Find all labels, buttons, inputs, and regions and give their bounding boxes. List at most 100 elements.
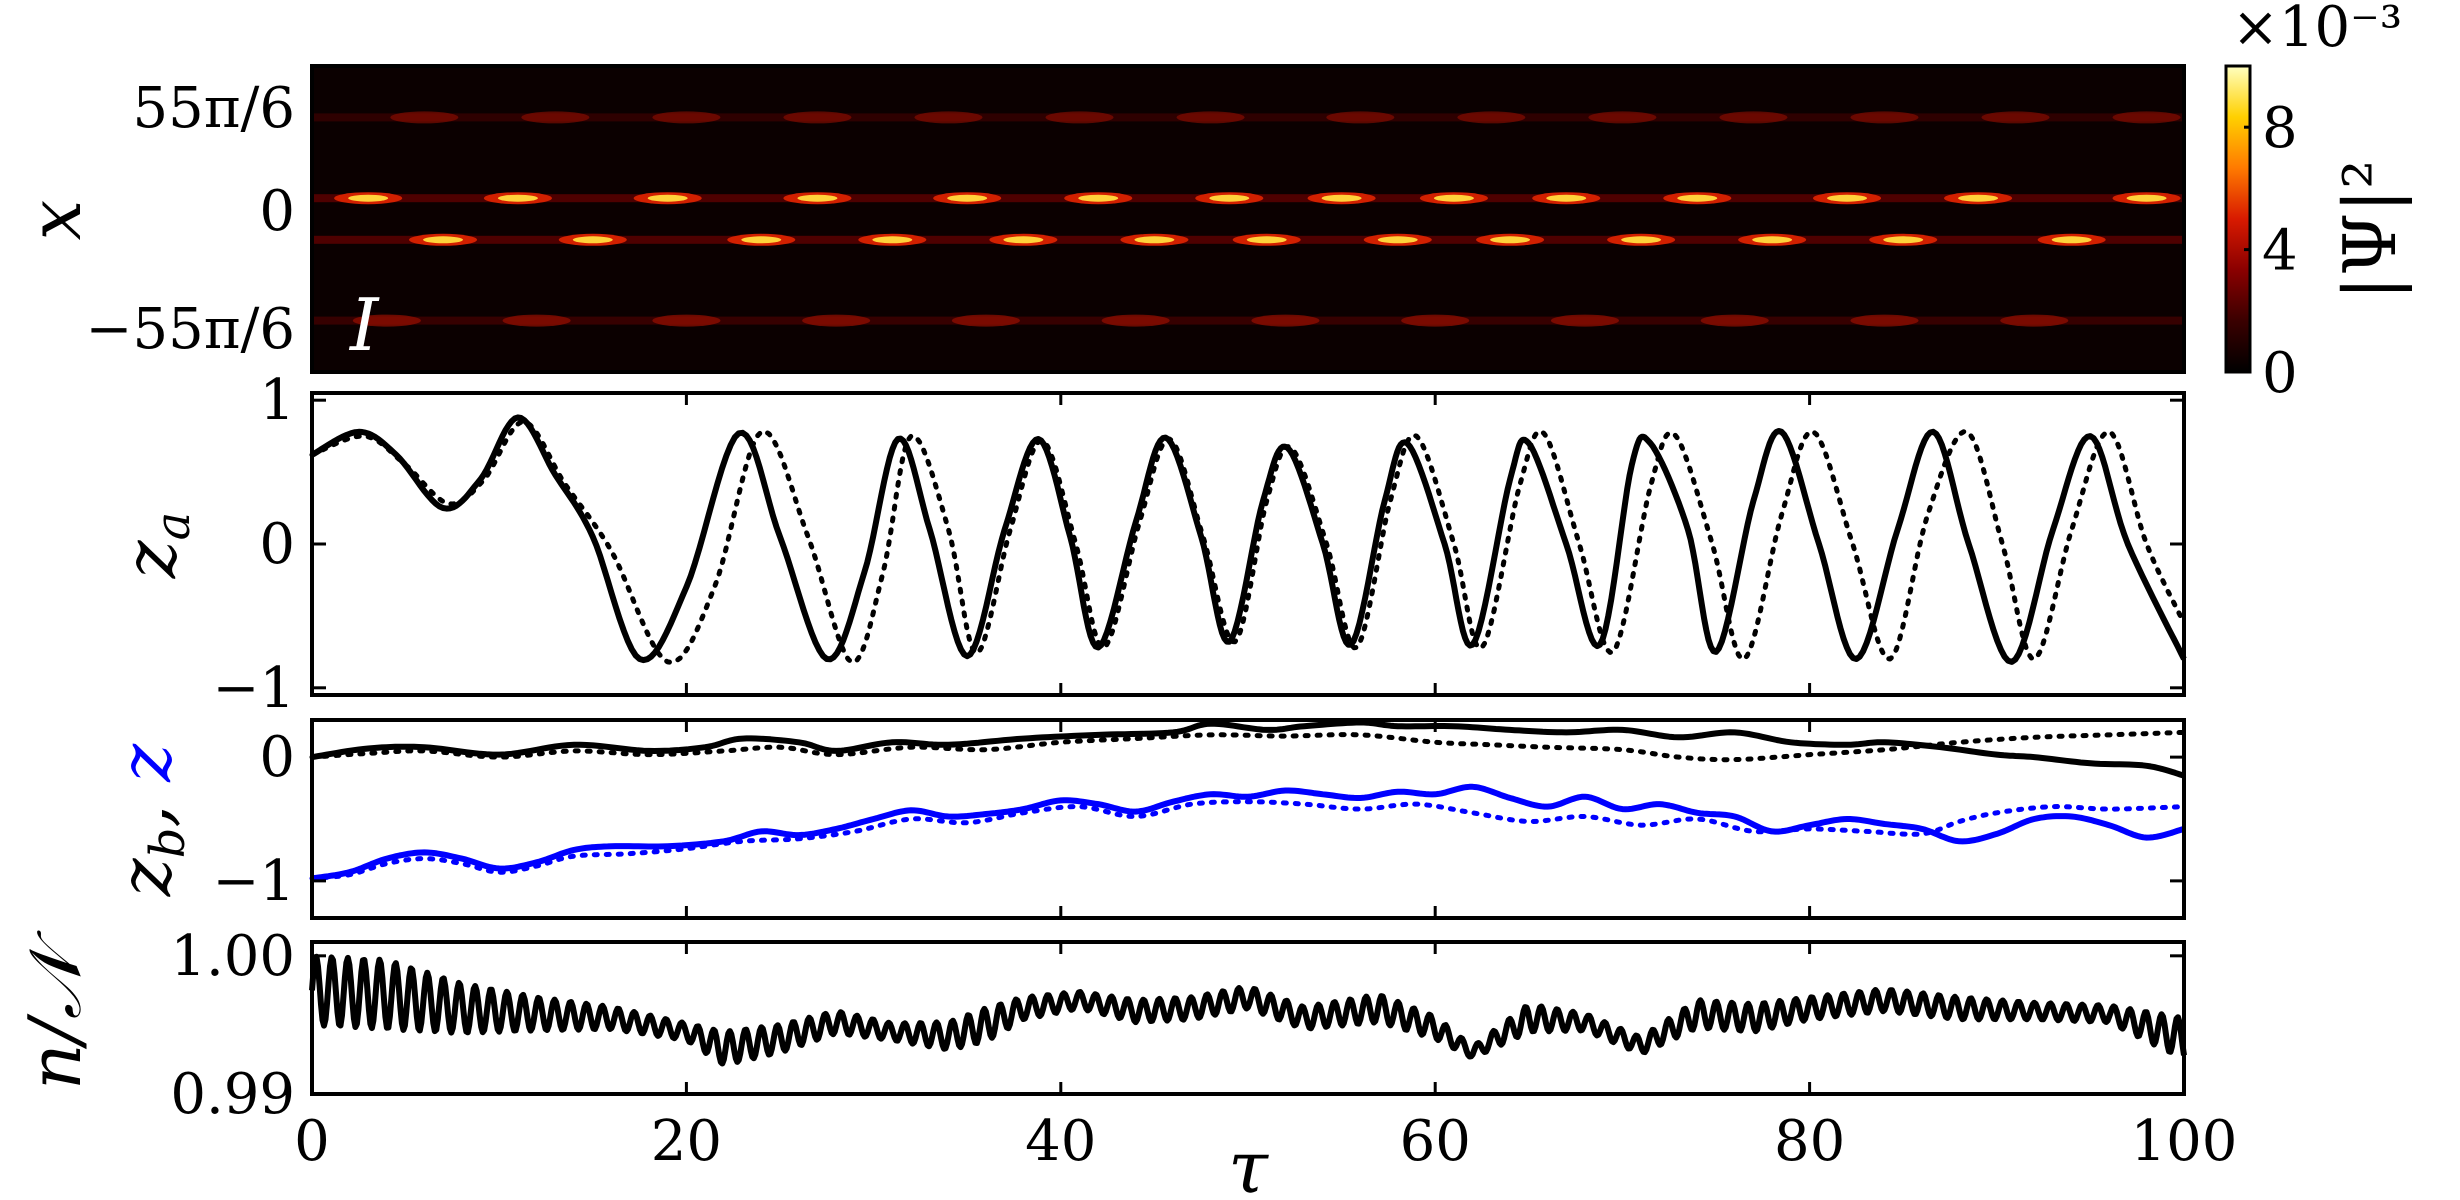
x-axis-label: τ — [1228, 1125, 1269, 1200]
x-ticklabels: 0 20 40 60 80 100 — [294, 1109, 2237, 1174]
n-ticks: 1.00 0.99 — [170, 924, 2186, 1127]
heatmap-spot-core — [1377, 236, 1418, 244]
xtick-label: 100 — [2131, 1109, 2238, 1174]
colorbar-label: |Ψ|² — [2328, 160, 2412, 301]
ytick-label: 1 — [259, 368, 295, 433]
heatmap-spot — [1850, 314, 1919, 327]
series-line-dotted — [309, 419, 2187, 665]
heatmap-spot-core — [1003, 236, 1044, 244]
colorbar-tick-label: 0 — [2262, 341, 2298, 406]
band-top — [312, 113, 2184, 122]
heatmap-frame — [310, 64, 2186, 374]
series-line-solid — [309, 953, 2187, 1067]
heatmap-spot — [914, 111, 983, 124]
heatmap-panel: 55π/6 0 −55π/6 x I 0 4 8 ×10⁻³ |Ψ|² — [13, 0, 2412, 406]
heatmap-spot — [390, 111, 459, 124]
za-panel: 1 0 −1 za — [108, 368, 2187, 721]
heatmap-spot-core — [1546, 194, 1587, 202]
heatmap-background — [312, 66, 2184, 372]
ytick-label: 0 — [259, 725, 295, 790]
n-panel: 1.00 0.99 n/𝒩 0 20 40 60 80 100 τ — [13, 924, 2237, 1200]
xtick-label: 60 — [1400, 1109, 1471, 1174]
heatmap-spot-core — [572, 236, 613, 244]
heatmap-spot-core — [1958, 194, 1999, 202]
panel-label: I — [348, 283, 380, 367]
heatmap-spot — [2112, 111, 2181, 124]
series-line-dotted — [309, 729, 2187, 763]
zb-ylabel: zb, z — [103, 743, 196, 897]
heatmap-spot-core — [2126, 194, 2167, 202]
heatmap-spot — [1719, 111, 1788, 124]
xtick-label: 20 — [651, 1109, 722, 1174]
heatmap-spot-core — [947, 194, 988, 202]
heatmap-spot-core — [1433, 194, 1474, 202]
heatmap-spot-core — [1209, 194, 1250, 202]
heatmap-spot — [502, 314, 571, 327]
colorbar-frame — [2224, 64, 2252, 374]
ytick-label: 1.00 — [170, 924, 295, 989]
ytick-label: −1 — [212, 656, 295, 721]
heatmap-spot-core — [1321, 194, 1362, 202]
colorbar — [2226, 66, 2250, 372]
colorbar-ticks: 0 4 8 — [2244, 96, 2298, 406]
ytick-label: 0 — [259, 512, 295, 577]
series-line-dotted — [309, 799, 2187, 881]
heatmap-spot-core — [423, 236, 464, 244]
heatmap-spot — [521, 111, 590, 124]
series-line-solid — [311, 719, 2186, 779]
n-ylabel: n/𝒩 — [13, 929, 97, 1090]
zb-frame — [310, 718, 2186, 920]
xtick-label: 80 — [1774, 1109, 1845, 1174]
heatmap-spot — [951, 314, 1020, 327]
heatmap-spot — [1176, 111, 1245, 124]
heatmap-spot — [802, 314, 871, 327]
heatmap-spot — [1251, 314, 1320, 327]
heatmap-spot — [652, 111, 721, 124]
colorbar-tick-label: 8 — [2262, 96, 2298, 161]
zb-lines — [309, 719, 2187, 882]
heatmap-spot — [1550, 314, 1619, 327]
heatmap-ytick-label: 0 — [259, 179, 295, 244]
heatmap-spot — [1981, 111, 2050, 124]
heatmap-spot — [652, 314, 721, 327]
heatmap-spot — [1457, 111, 1526, 124]
heatmap-spot-core — [1490, 236, 1531, 244]
heatmap-spot — [352, 314, 421, 327]
za-ticks: 1 0 −1 — [212, 368, 2186, 721]
heatmap-spot — [1401, 314, 1470, 327]
heatmap-spot-core — [1827, 194, 1868, 202]
heatmap-spot — [1045, 111, 1114, 124]
heatmap-spot — [1101, 314, 1170, 327]
ytick-label: −1 — [212, 849, 295, 914]
heatmap-spot-core — [497, 194, 538, 202]
zb-ticks: 0 −1 — [212, 720, 2186, 918]
heatmap-ytick-label: 55π/6 — [132, 76, 295, 141]
heatmap-spot-core — [797, 194, 838, 202]
zb-panel: 0 −1 zb, z — [103, 718, 2187, 920]
ytick-label: 0.99 — [170, 1062, 295, 1127]
heatmap-spot-core — [2051, 236, 2092, 244]
za-frame — [310, 391, 2186, 697]
heatmap-spot-core — [872, 236, 913, 244]
heatmap-spot-core — [741, 236, 782, 244]
n-frame — [310, 940, 2186, 1096]
heatmap-ytick-label: −55π/6 — [86, 297, 295, 362]
heatmap-spot — [1700, 314, 1769, 327]
heatmap-spot-core — [1677, 194, 1718, 202]
heatmap-spot-core — [1134, 236, 1175, 244]
n-lines — [309, 953, 2187, 1067]
heatmap-spot-core — [1246, 236, 1287, 244]
za-lines — [309, 414, 2187, 665]
heatmap-spot — [783, 111, 852, 124]
heatmap-spot — [1588, 111, 1657, 124]
series-line-solid — [310, 783, 2186, 882]
xtick-label: 40 — [1025, 1109, 1096, 1174]
band-bottom — [312, 316, 2184, 325]
heatmap-spot-core — [647, 194, 688, 202]
heatmap-spot-core — [1752, 236, 1793, 244]
heatmap-spot-core — [348, 194, 389, 202]
za-ylabel: za — [108, 512, 201, 580]
colorbar-scale-label: ×10⁻³ — [2232, 0, 2402, 60]
xtick-label: 0 — [294, 1109, 330, 1174]
